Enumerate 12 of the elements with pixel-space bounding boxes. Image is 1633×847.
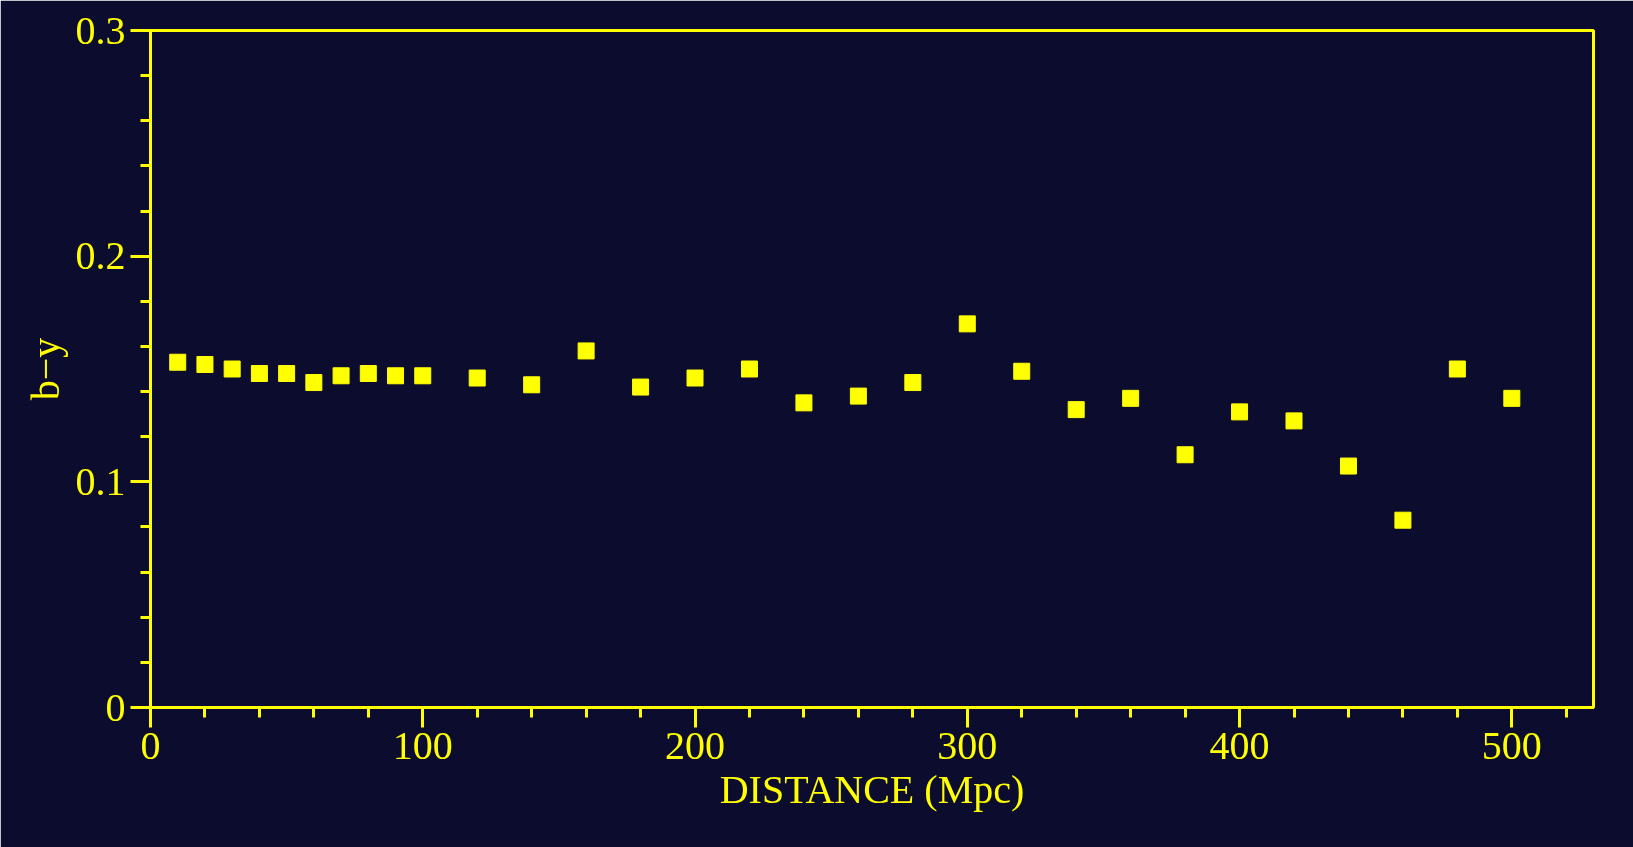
y-tick-label: 0: [105, 684, 126, 730]
y-tick-label: 0.1: [75, 458, 126, 504]
x-tick-label: 400: [1209, 722, 1270, 768]
x-tick-label: 200: [665, 722, 726, 768]
x-tick-label: 300: [937, 722, 998, 768]
y-tick-label: 0.2: [75, 233, 126, 279]
x-tick-label: 0: [140, 722, 161, 768]
y-tick-label: 0.3: [75, 7, 126, 53]
x-axis-title: DISTANCE (Mpc): [719, 766, 1025, 812]
y-axis-title: b−y: [22, 337, 68, 401]
x-tick-label: 500: [1481, 722, 1542, 768]
x-tick-label: 100: [392, 722, 453, 768]
